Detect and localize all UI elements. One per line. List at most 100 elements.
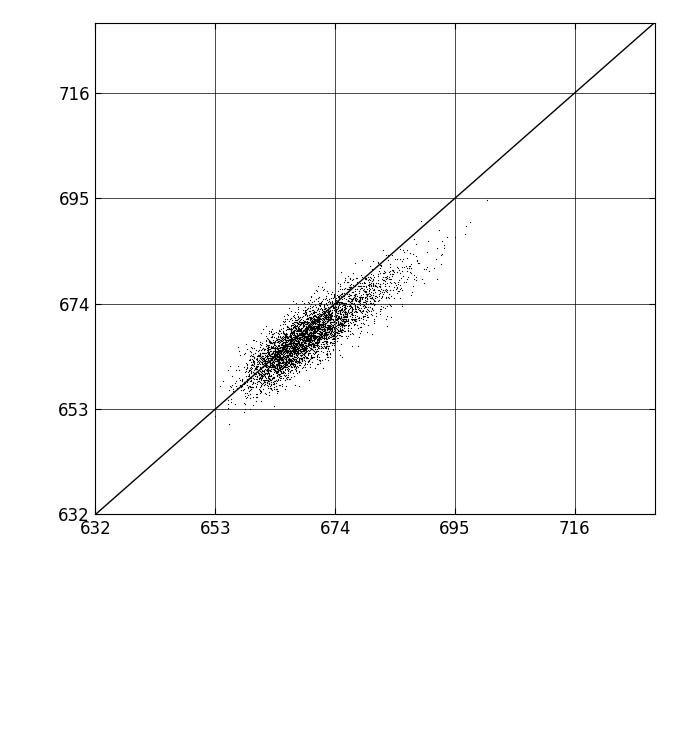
Point: [308, 338, 318, 350]
Point: [366, 275, 377, 287]
Point: [242, 370, 253, 382]
Point: [284, 330, 295, 342]
Point: [385, 311, 396, 323]
Point: [274, 372, 285, 385]
Point: [303, 340, 314, 352]
Point: [331, 329, 342, 341]
Point: [323, 345, 334, 357]
Point: [349, 318, 359, 330]
Point: [319, 330, 330, 342]
Point: [278, 342, 288, 354]
Point: [305, 342, 316, 354]
Point: [263, 378, 274, 390]
Point: [367, 279, 378, 291]
Point: [263, 375, 273, 387]
Point: [277, 315, 288, 327]
Point: [269, 351, 280, 363]
Point: [366, 292, 376, 304]
Point: [481, 194, 492, 206]
Point: [293, 303, 303, 315]
Point: [273, 351, 284, 363]
Point: [267, 346, 278, 358]
Point: [320, 326, 331, 338]
Point: [291, 333, 302, 345]
Point: [290, 341, 301, 353]
Point: [328, 289, 339, 301]
Point: [301, 317, 312, 329]
Point: [292, 349, 303, 361]
Point: [265, 326, 276, 338]
Point: [302, 333, 313, 345]
Point: [334, 318, 345, 330]
Point: [309, 315, 320, 327]
Point: [308, 328, 318, 340]
Point: [260, 368, 271, 380]
Point: [291, 339, 301, 351]
Point: [281, 357, 292, 369]
Point: [326, 330, 337, 342]
Point: [336, 351, 347, 363]
Point: [273, 369, 284, 382]
Point: [347, 292, 358, 304]
Point: [318, 320, 329, 332]
Point: [259, 374, 270, 386]
Point: [281, 345, 292, 357]
Point: [285, 341, 296, 353]
Point: [291, 338, 302, 350]
Point: [314, 330, 325, 342]
Point: [327, 300, 338, 312]
Point: [280, 330, 291, 342]
Point: [286, 323, 297, 335]
Point: [335, 312, 346, 324]
Point: [317, 319, 328, 331]
Point: [280, 328, 291, 340]
Point: [292, 351, 303, 363]
Point: [235, 374, 246, 386]
Point: [261, 367, 271, 379]
Point: [261, 320, 271, 332]
Point: [301, 309, 312, 321]
Point: [270, 345, 281, 357]
Point: [322, 299, 333, 311]
Point: [279, 360, 290, 372]
Point: [254, 347, 265, 359]
Point: [380, 313, 391, 325]
Point: [322, 316, 333, 328]
Point: [281, 351, 292, 363]
Point: [341, 330, 352, 342]
Point: [380, 292, 391, 304]
Point: [282, 351, 293, 363]
Point: [278, 349, 288, 361]
Point: [344, 325, 355, 337]
Point: [318, 338, 329, 350]
Point: [303, 339, 314, 351]
Point: [331, 317, 342, 329]
Point: [278, 365, 289, 377]
Point: [280, 373, 291, 385]
Point: [338, 315, 349, 327]
Point: [302, 337, 313, 349]
Point: [238, 378, 249, 390]
Point: [308, 331, 319, 343]
Point: [280, 345, 291, 357]
Point: [372, 274, 383, 286]
Point: [293, 340, 303, 352]
Point: [396, 300, 407, 312]
Point: [297, 319, 308, 331]
Point: [344, 303, 355, 315]
Point: [293, 345, 304, 357]
Point: [373, 276, 384, 288]
Point: [303, 324, 314, 336]
Point: [282, 336, 293, 348]
Point: [339, 310, 350, 322]
Point: [263, 367, 274, 379]
Point: [267, 348, 278, 360]
Point: [284, 337, 295, 349]
Point: [365, 309, 376, 321]
Point: [339, 310, 350, 322]
Point: [316, 321, 327, 333]
Point: [330, 314, 341, 326]
Point: [355, 283, 366, 295]
Point: [269, 342, 280, 354]
Point: [363, 311, 374, 323]
